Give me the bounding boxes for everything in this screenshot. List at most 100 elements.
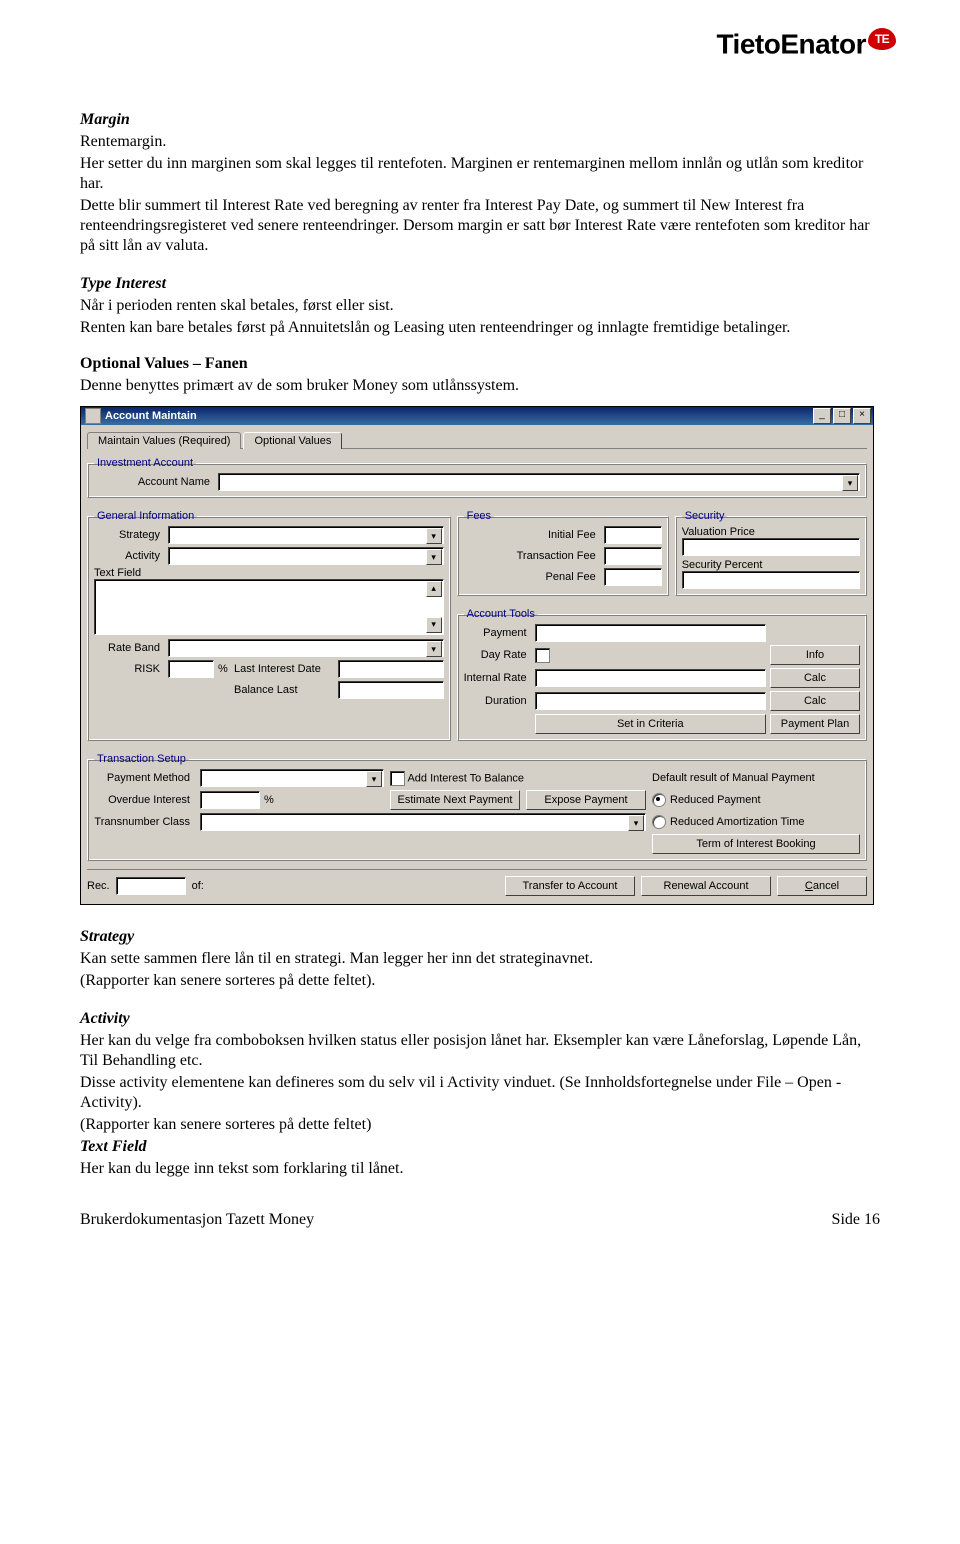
transnumber-class-combo[interactable] bbox=[200, 813, 646, 831]
text: Her setter du inn marginen som skal legg… bbox=[80, 154, 880, 194]
tabs: Maintain Values (Required) Optional Valu… bbox=[87, 431, 867, 449]
legend: Transaction Setup bbox=[94, 753, 189, 765]
legend: General Information bbox=[94, 510, 197, 522]
text: (Rapporter kan senere sorteres på dette … bbox=[80, 971, 880, 991]
label-security-percent: Security Percent bbox=[682, 559, 860, 571]
label-last-interest-date: Last Interest Date bbox=[234, 663, 334, 675]
group-fees: Fees Initial Fee Transaction Fee Penal F… bbox=[457, 510, 669, 596]
legend: Account Tools bbox=[464, 608, 538, 620]
window-title: Account Maintain bbox=[105, 410, 811, 422]
overdue-interest-input[interactable] bbox=[200, 791, 260, 809]
page-footer: Brukerdokumentasjon Tazett Money Side 16 bbox=[80, 1211, 880, 1229]
text: Disse activity elementene kan defineres … bbox=[80, 1073, 880, 1113]
label-duration: Duration bbox=[464, 695, 531, 707]
rec-input[interactable] bbox=[116, 877, 186, 895]
initial-fee-input[interactable] bbox=[604, 526, 662, 544]
set-in-criteria-button[interactable]: Set in Criteria bbox=[535, 714, 766, 734]
heading-strategy: Strategy bbox=[80, 927, 880, 947]
payment-input[interactable] bbox=[535, 624, 766, 642]
label-reduced-payment: Reduced Payment bbox=[670, 794, 761, 806]
calc-internal-rate-button[interactable]: Calc bbox=[770, 668, 860, 688]
text: (Rapporter kan senere sorteres på dette … bbox=[80, 1115, 880, 1135]
transfer-to-account-button[interactable]: Transfer to Account bbox=[505, 876, 635, 896]
valuation-price-input[interactable] bbox=[682, 538, 860, 556]
text: Her kan du legge inn tekst som forklarin… bbox=[80, 1159, 880, 1179]
activity-combo[interactable] bbox=[168, 547, 444, 565]
brand-text: TietoEnator bbox=[716, 28, 866, 59]
minimize-button[interactable]: _ bbox=[813, 408, 831, 424]
heading-margin: Margin bbox=[80, 110, 880, 130]
footer-left: Brukerdokumentasjon Tazett Money bbox=[80, 1211, 314, 1229]
reduced-amortization-radio[interactable] bbox=[652, 815, 666, 829]
reduced-payment-radio[interactable] bbox=[652, 793, 666, 807]
btn-text: Transfer to Account bbox=[523, 880, 618, 892]
group-security: Security Valuation Price Security Percen… bbox=[675, 510, 867, 596]
expose-payment-button[interactable]: Expose Payment bbox=[526, 790, 646, 810]
payment-plan-button[interactable]: Payment Plan bbox=[770, 714, 860, 734]
transaction-fee-input[interactable] bbox=[604, 547, 662, 565]
risk-input[interactable] bbox=[168, 660, 214, 678]
legend: Security bbox=[682, 510, 728, 522]
label-rec: Rec. bbox=[87, 880, 110, 892]
internal-rate-input[interactable] bbox=[535, 669, 766, 687]
label-payment: Payment bbox=[464, 627, 531, 639]
duration-input[interactable] bbox=[535, 692, 766, 710]
label-day-rate: Day Rate bbox=[464, 649, 531, 661]
label-add-interest-to-balance: Add Interest To Balance bbox=[407, 772, 524, 784]
label-payment-method: Payment Method bbox=[94, 772, 194, 784]
text: Rentemargin. bbox=[80, 132, 880, 152]
label-overdue-interest: Overdue Interest bbox=[94, 794, 194, 806]
account-name-combo[interactable] bbox=[218, 473, 860, 491]
tab-maintain-values[interactable]: Maintain Values (Required) bbox=[87, 432, 241, 449]
security-percent-input[interactable] bbox=[682, 571, 860, 589]
label-penal-fee: Penal Fee bbox=[464, 571, 600, 583]
label-reduced-amortization: Reduced Amortization Time bbox=[670, 816, 805, 828]
heading-activity: Activity bbox=[80, 1009, 880, 1029]
group-general-information: General Information Strategy Activity Te… bbox=[87, 510, 451, 741]
term-of-interest-booking-button[interactable]: Term of Interest Booking bbox=[652, 834, 860, 854]
heading-text-field: Text Field bbox=[80, 1137, 880, 1157]
info-button[interactable]: Info bbox=[770, 645, 860, 665]
btn-mnemonic-c: C bbox=[805, 880, 813, 892]
renewal-account-button[interactable]: Renewal Account bbox=[641, 876, 771, 896]
payment-method-combo[interactable] bbox=[200, 769, 384, 787]
label-percent-overdue: % bbox=[264, 794, 274, 806]
window-icon bbox=[85, 408, 101, 424]
text: Kan sette sammen flere lån til en strate… bbox=[80, 949, 880, 969]
day-rate-checkbox[interactable] bbox=[535, 648, 550, 663]
text: Renten kan bare betales først på Annuite… bbox=[80, 318, 880, 338]
label-of: of: bbox=[192, 880, 204, 892]
estimate-next-payment-button[interactable]: Estimate Next Payment bbox=[390, 790, 520, 810]
cancel-button[interactable]: Cancel bbox=[777, 876, 867, 896]
group-transaction-setup: Transaction Setup Payment Method Add Int… bbox=[87, 753, 867, 861]
text: Her kan du velge fra comboboksen hvilken… bbox=[80, 1031, 880, 1071]
label-account-name: Account Name bbox=[94, 476, 214, 488]
btn-text: Renewal Account bbox=[664, 880, 749, 892]
scroll-down-icon[interactable]: ▾ bbox=[426, 617, 442, 633]
penal-fee-input[interactable] bbox=[604, 568, 662, 586]
calc-duration-button[interactable]: Calc bbox=[770, 691, 860, 711]
text: Denne benyttes primært av de som bruker … bbox=[80, 376, 880, 396]
maximize-button[interactable]: □ bbox=[833, 408, 851, 424]
legend: Fees bbox=[464, 510, 494, 522]
label-initial-fee: Initial Fee bbox=[464, 529, 600, 541]
btn-text: ancel bbox=[813, 880, 839, 892]
balance-last-input[interactable] bbox=[338, 681, 444, 699]
strategy-combo[interactable] bbox=[168, 526, 444, 544]
group-account-tools: Account Tools Payment Day Rate Info Inte… bbox=[457, 608, 867, 741]
text-field-textarea[interactable]: ▴ ▾ bbox=[94, 579, 444, 635]
label-percent-risk: % bbox=[218, 663, 230, 675]
legend: Investment Account bbox=[94, 457, 196, 469]
tab-optional-values[interactable]: Optional Values bbox=[243, 432, 342, 449]
label-transnumber-class: Transnumber Class bbox=[94, 816, 194, 828]
titlebar[interactable]: Account Maintain _ □ × bbox=[81, 407, 873, 425]
last-interest-date-input[interactable] bbox=[338, 660, 444, 678]
close-button[interactable]: × bbox=[853, 408, 871, 424]
account-maintain-window: Account Maintain _ □ × Maintain Values (… bbox=[80, 406, 874, 905]
footer-right: Side 16 bbox=[832, 1211, 880, 1229]
rate-band-combo[interactable] bbox=[168, 639, 444, 657]
add-interest-to-balance-checkbox[interactable] bbox=[390, 771, 405, 786]
label-transaction-fee: Transaction Fee bbox=[464, 550, 600, 562]
heading-type-interest: Type Interest bbox=[80, 274, 880, 294]
scroll-up-icon[interactable]: ▴ bbox=[426, 581, 442, 597]
